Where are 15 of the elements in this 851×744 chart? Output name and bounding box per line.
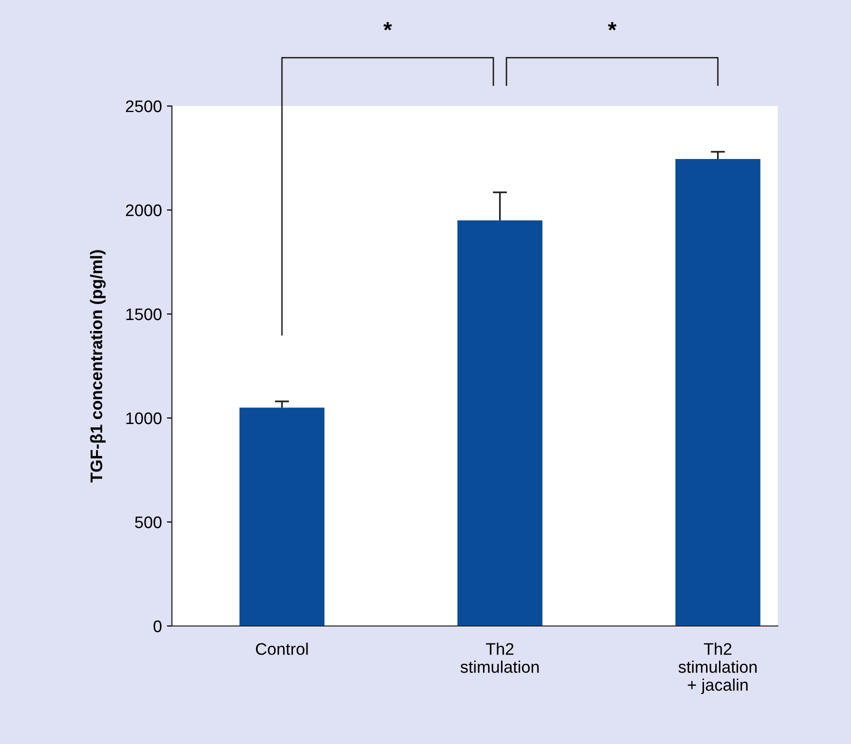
y-tick-label: 500 <box>135 516 162 528</box>
bar <box>239 408 324 626</box>
x-tick-label: Control <box>256 642 308 655</box>
text: * <box>383 22 392 30</box>
y-tick-label: 2500 <box>126 100 162 112</box>
bar <box>675 159 760 626</box>
y-tick-label: 1500 <box>126 308 162 320</box>
text: * <box>608 22 616 30</box>
y-tick-label: 2000 <box>126 204 162 216</box>
x-tick-label: Th2 stimulation <box>460 642 539 673</box>
y-tick-label: 1000 <box>126 412 162 424</box>
bar <box>457 220 542 626</box>
x-tick-label: Th2 stimulation + jacalin <box>678 642 757 694</box>
y-tick-label: 0 <box>154 620 162 632</box>
y-axis-title: TGF-β1 concentration (pg/ml) <box>90 250 106 482</box>
